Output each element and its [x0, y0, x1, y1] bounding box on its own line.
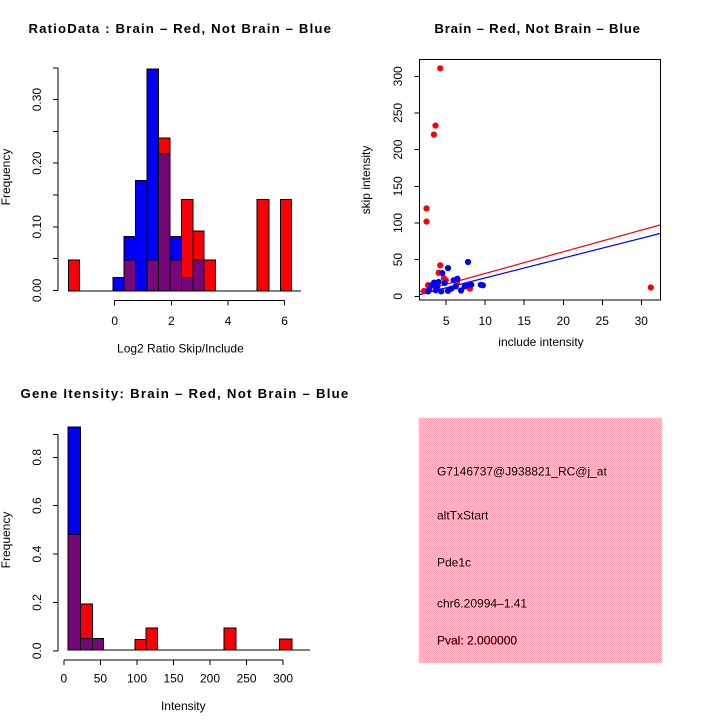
- svg-text:2: 2: [168, 314, 175, 328]
- svg-text:10: 10: [479, 314, 493, 328]
- svg-text:Log2 Ratio Skip/Include: Log2 Ratio Skip/Include: [117, 342, 244, 356]
- svg-text:4: 4: [225, 314, 232, 328]
- svg-text:30: 30: [635, 314, 649, 328]
- svg-text:6: 6: [281, 314, 288, 328]
- svg-text:0.0: 0.0: [30, 642, 44, 659]
- svg-text:5: 5: [443, 314, 450, 328]
- svg-text:250: 250: [391, 103, 405, 123]
- svg-text:25: 25: [596, 314, 610, 328]
- svg-text:0.30: 0.30: [30, 88, 44, 112]
- svg-text:0.2: 0.2: [30, 594, 44, 611]
- svg-text:150: 150: [391, 176, 405, 196]
- svg-text:250: 250: [237, 672, 257, 686]
- svg-text:300: 300: [391, 66, 405, 86]
- svg-text:RatioData : Brain – Red, Not B: RatioData : Brain – Red, Not Brain – Blu…: [28, 21, 332, 36]
- svg-text:include intensity: include intensity: [498, 335, 583, 349]
- svg-text:altTxStart: altTxStart: [437, 509, 489, 523]
- svg-text:Gene Itensity: Brain – Red, No: Gene Itensity: Brain – Red, Not Brain – …: [20, 386, 349, 401]
- svg-text:chr6.20994–1.41: chr6.20994–1.41: [437, 597, 527, 611]
- svg-text:100: 100: [127, 672, 147, 686]
- svg-text:0.10: 0.10: [30, 215, 44, 239]
- svg-text:Brain – Red, Not Brain – Blue: Brain – Red, Not Brain – Blue: [434, 21, 640, 36]
- svg-text:G7146737@J938821_RC@j_at: G7146737@J938821_RC@j_at: [437, 465, 607, 479]
- svg-text:200: 200: [200, 672, 220, 686]
- svg-text:100: 100: [391, 213, 405, 233]
- svg-text:200: 200: [391, 139, 405, 159]
- svg-text:0.6: 0.6: [30, 497, 44, 514]
- svg-text:Pde1c: Pde1c: [437, 556, 471, 570]
- svg-text:skip intensity: skip intensity: [359, 146, 373, 215]
- svg-text:15: 15: [518, 314, 532, 328]
- svg-text:0.8: 0.8: [30, 449, 44, 466]
- svg-text:0: 0: [111, 314, 118, 328]
- svg-text:20: 20: [557, 314, 571, 328]
- svg-text:0: 0: [61, 672, 68, 686]
- svg-text:Frequency: Frequency: [0, 512, 13, 569]
- svg-text:Intensity: Intensity: [161, 699, 206, 713]
- svg-text:0.00: 0.00: [30, 278, 44, 302]
- svg-text:50: 50: [391, 253, 405, 267]
- svg-text:50: 50: [94, 672, 108, 686]
- svg-text:150: 150: [163, 672, 183, 686]
- svg-text:0.4: 0.4: [30, 545, 44, 562]
- svg-text:Frequency: Frequency: [0, 149, 13, 206]
- svg-text:0.20: 0.20: [30, 151, 44, 175]
- svg-text:300: 300: [273, 672, 293, 686]
- svg-text:Pval: 2.000000: Pval: 2.000000: [437, 634, 517, 648]
- svg-text:0: 0: [391, 293, 405, 300]
